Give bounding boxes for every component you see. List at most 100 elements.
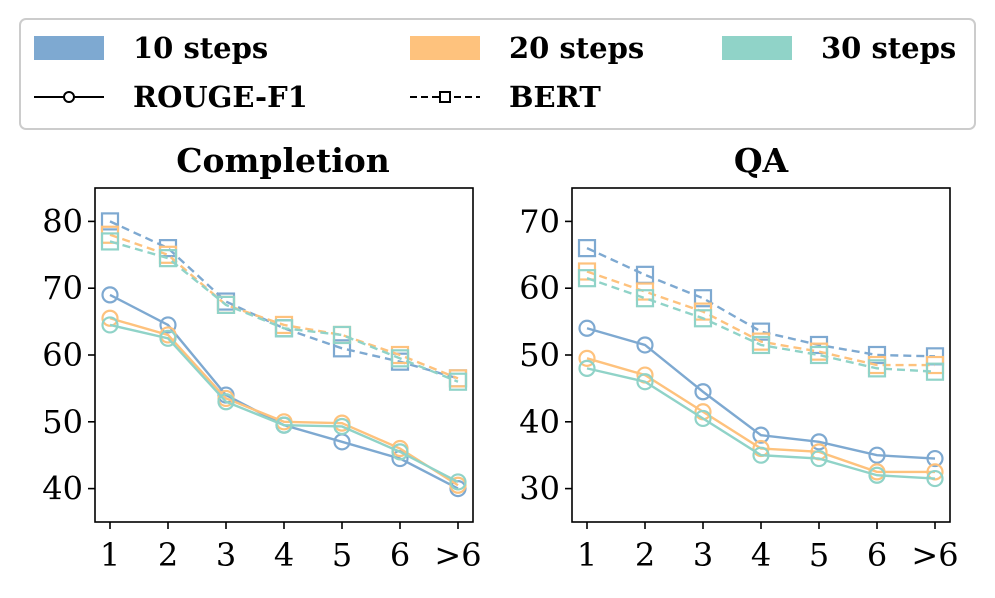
series-line xyxy=(109,240,459,383)
series-line xyxy=(109,233,459,380)
legend-label-10-steps: 10 steps xyxy=(133,31,268,65)
series-30-steps-rouge-f1 xyxy=(578,359,944,488)
legend-label-bert: BERT xyxy=(509,80,601,114)
chart-title: Completion xyxy=(176,141,390,180)
data-point-circle xyxy=(926,463,944,481)
data-point-circle xyxy=(694,409,712,428)
data-point-circle xyxy=(333,417,351,436)
data-point-circle xyxy=(810,433,828,451)
data-point-circle xyxy=(101,316,119,334)
y-tick-label: 60 xyxy=(519,269,560,307)
x-tick-label: 1 xyxy=(100,536,120,574)
legend-marker-bert xyxy=(410,91,480,103)
data-point-square xyxy=(693,289,713,308)
data-point-circle xyxy=(391,443,409,461)
legend-label-rouge: ROUGE-F1 xyxy=(133,80,308,114)
data-point-square xyxy=(332,339,352,358)
data-point-circle xyxy=(159,329,177,347)
series-line xyxy=(586,367,936,480)
legend-swatch-30-steps xyxy=(722,36,792,60)
data-point-square xyxy=(751,322,771,341)
legend-marker-rouge xyxy=(34,91,104,103)
y-tick-label: 70 xyxy=(42,269,83,307)
x-tick-label: 2 xyxy=(635,536,655,574)
data-point-circle xyxy=(217,393,235,411)
y-tick-label: 50 xyxy=(42,403,83,441)
legend: 10 steps 20 steps 30 steps ROUGE-F1 BERT xyxy=(19,18,976,130)
data-point-circle xyxy=(578,349,596,367)
data-point-square xyxy=(751,335,771,355)
panel-completion: Completion 40 50 60 70 80 1 2 3 4 5 6 >6 xyxy=(42,141,481,574)
data-point-circle xyxy=(868,466,886,484)
series-line xyxy=(586,270,935,367)
data-point-square xyxy=(867,345,887,365)
legend-swatch-20-steps xyxy=(410,36,480,60)
data-point-circle xyxy=(578,359,596,377)
y-tick-label: 70 xyxy=(519,202,560,240)
data-point-square xyxy=(158,249,178,268)
legend-label-20-steps: 20 steps xyxy=(509,31,644,65)
x-tick-label: 1 xyxy=(577,536,597,574)
x-tick-label: 4 xyxy=(751,536,771,574)
series-line xyxy=(586,277,936,373)
y-tick-label: 40 xyxy=(42,470,83,508)
data-point-circle xyxy=(926,449,944,468)
x-tick-label: 3 xyxy=(216,536,236,574)
y-tick-label: 60 xyxy=(42,336,83,374)
data-point-circle xyxy=(636,373,654,391)
series-30-steps-bert xyxy=(100,232,468,391)
data-point-square xyxy=(693,309,713,328)
series-line xyxy=(586,327,936,460)
data-point-circle xyxy=(752,446,770,464)
x-tick-label: 6 xyxy=(390,536,410,574)
data-point-square xyxy=(332,325,352,345)
plot-frame xyxy=(94,187,474,523)
series-30-steps-rouge-f1 xyxy=(101,316,467,491)
x-tick-label: 2 xyxy=(158,536,178,574)
data-point-square xyxy=(867,359,887,378)
data-point-square xyxy=(100,212,120,231)
series-10-steps-rouge-f1 xyxy=(578,319,944,468)
y-tick-label: 30 xyxy=(519,470,560,508)
x-tick-label: 3 xyxy=(693,536,713,574)
x-tick-label: 6 xyxy=(867,536,887,574)
data-point-circle xyxy=(926,469,944,488)
x-tick-label: 4 xyxy=(274,536,294,574)
series-line xyxy=(109,317,459,487)
data-point-circle xyxy=(449,473,467,491)
legend-label-30-steps: 30 steps xyxy=(821,31,956,65)
data-point-circle xyxy=(810,449,828,468)
data-point-square xyxy=(809,345,829,365)
data-point-square xyxy=(100,232,120,251)
series-30-steps-bert xyxy=(577,269,945,381)
data-point-square xyxy=(635,289,655,308)
x-tick-label: >6 xyxy=(434,536,481,574)
data-point-square xyxy=(274,319,294,338)
y-tick-label: 40 xyxy=(519,403,560,441)
data-point-circle xyxy=(101,286,119,304)
y-tick-label: 50 xyxy=(519,336,560,374)
data-point-square xyxy=(577,269,597,288)
data-point-square xyxy=(925,362,945,381)
data-point-circle xyxy=(275,416,293,434)
chart-title: QA xyxy=(734,141,789,180)
data-point-circle xyxy=(694,383,712,401)
data-point-circle xyxy=(578,319,596,337)
data-point-square xyxy=(635,265,655,284)
legend-swatch-10-steps xyxy=(34,36,104,60)
data-point-square xyxy=(448,372,468,391)
series-10-steps-rouge-f1 xyxy=(101,286,467,498)
x-tick-label: 5 xyxy=(332,536,352,574)
data-point-square xyxy=(216,295,236,314)
panel-qa: QA 30 40 50 60 70 1 2 3 4 5 6 >6 xyxy=(519,141,958,574)
data-point-circle xyxy=(636,336,654,354)
x-tick-label: >6 xyxy=(911,536,958,574)
data-point-circle xyxy=(752,426,770,444)
data-point-circle xyxy=(159,316,177,334)
series-line xyxy=(109,220,459,380)
x-tick-label: 5 xyxy=(809,536,829,574)
data-point-square xyxy=(390,349,410,368)
series-20-steps-bert xyxy=(577,262,945,375)
series-line xyxy=(109,323,459,483)
